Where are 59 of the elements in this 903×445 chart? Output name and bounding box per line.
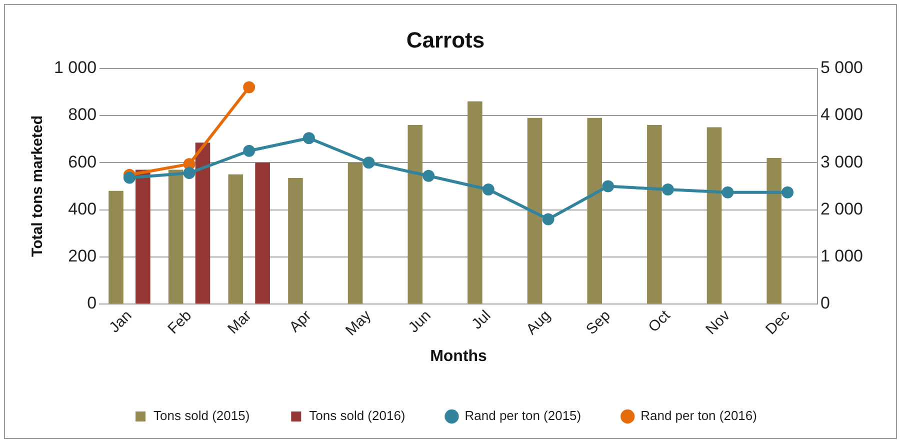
y-tick-label: 800: [68, 105, 97, 124]
x-tick-label: May: [342, 306, 375, 340]
y-tick-label: 200: [68, 246, 97, 266]
point: [782, 186, 794, 198]
x-tick-label: Oct: [645, 306, 674, 336]
x-axis-title: Months: [430, 348, 488, 365]
point: [243, 81, 256, 94]
y2-tick-label: 2 000: [820, 199, 864, 218]
y2-tick-label: 4 000: [820, 105, 864, 124]
bar: [408, 124, 423, 304]
y2-tick-label: 0: [820, 294, 830, 313]
x-tick-label: Apr: [286, 307, 315, 336]
x-tick-label: Mar: [224, 307, 255, 338]
chart-title: Carrots: [406, 27, 485, 52]
point: [602, 180, 614, 192]
y-tick-label: 600: [68, 152, 97, 172]
point: [722, 186, 734, 198]
bar: [587, 118, 602, 304]
legend-label: Rand per ton (2015): [464, 408, 582, 424]
bar: [195, 142, 210, 304]
x-tick-label: Feb: [164, 307, 196, 338]
bar: [108, 190, 124, 304]
x-tick-label: Jul: [468, 307, 494, 333]
point: [662, 184, 674, 196]
y-tick-label: 0: [87, 294, 97, 313]
y2-tick-label: 5 000: [820, 58, 864, 78]
point: [183, 167, 196, 180]
bar: [766, 158, 782, 304]
bar: [348, 162, 363, 304]
y2-tick-label: 3 000: [820, 152, 864, 172]
bar: [468, 101, 482, 304]
bar: [255, 162, 270, 304]
x-tick-label: Nov: [702, 306, 734, 338]
x-tick-label: Sep: [582, 307, 614, 338]
bar: [706, 127, 722, 304]
point: [123, 172, 136, 184]
x-tick-label: Dec: [762, 306, 794, 338]
bar: [527, 118, 542, 304]
point: [422, 170, 435, 182]
x-tick-label: Jun: [405, 307, 434, 336]
legend-label: Rand per ton (2016): [640, 408, 757, 424]
y-tick-label: 1 000: [54, 58, 97, 78]
y2-tick-label: 1 000: [820, 246, 864, 266]
point: [362, 156, 375, 169]
bar: [136, 170, 150, 304]
legend-label: Tons sold (2015): [154, 408, 250, 424]
y-tick-label: 400: [68, 199, 97, 218]
point: [243, 144, 256, 157]
bar: [288, 178, 303, 304]
bar: [647, 124, 662, 304]
x-tick-label: Jan: [106, 307, 136, 336]
y-axis-title: Total tons marketed: [29, 116, 46, 257]
x-tick-label: Aug: [523, 307, 554, 338]
point: [302, 132, 315, 144]
point: [482, 184, 494, 196]
bar: [228, 174, 244, 304]
legend-label: Tons sold (2016): [309, 408, 406, 424]
bar: [168, 170, 184, 304]
point: [542, 213, 554, 226]
